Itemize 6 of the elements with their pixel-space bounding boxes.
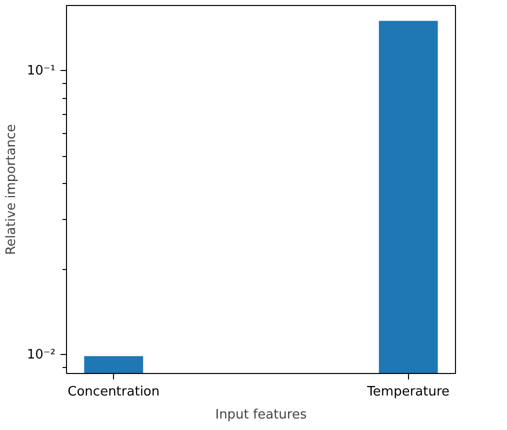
y-axis-title: Relative importance bbox=[4, 124, 19, 255]
x-axis-title: Input features bbox=[215, 408, 307, 422]
y-tick-label: 10⁻² bbox=[26, 347, 56, 362]
x-tick-label: Temperature bbox=[366, 384, 450, 400]
y-tick-label: 10⁻¹ bbox=[26, 63, 56, 78]
x-tick-label: Concentration bbox=[68, 384, 160, 400]
